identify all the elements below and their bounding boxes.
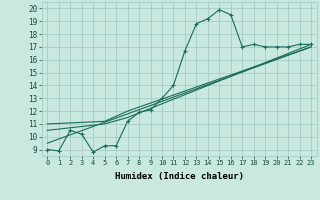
- X-axis label: Humidex (Indice chaleur): Humidex (Indice chaleur): [115, 172, 244, 181]
